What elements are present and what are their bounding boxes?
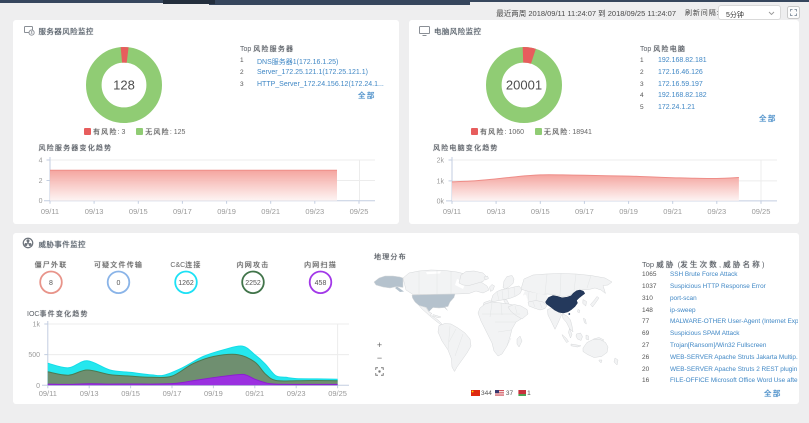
svg-text:09/23: 09/23 <box>287 389 306 398</box>
svg-text:09/25: 09/25 <box>350 207 369 216</box>
svg-text:09/21: 09/21 <box>663 207 682 216</box>
svg-text:09/11: 09/11 <box>443 207 461 216</box>
svg-text:09/13: 09/13 <box>487 207 506 216</box>
svg-text:128: 128 <box>113 78 135 93</box>
svg-text:8: 8 <box>49 280 53 287</box>
svg-text:0k: 0k <box>437 198 445 205</box>
svg-text:09/11: 09/11 <box>41 207 59 216</box>
svg-text:09/21: 09/21 <box>261 207 280 216</box>
svg-text:09/21: 09/21 <box>245 389 264 398</box>
svg-text:4: 4 <box>39 158 43 165</box>
svg-text:500: 500 <box>28 352 40 359</box>
svg-text:2252: 2252 <box>245 280 261 287</box>
svg-text:09/23: 09/23 <box>707 207 726 216</box>
svg-text:1k: 1k <box>437 178 445 185</box>
svg-text:09/11: 09/11 <box>39 389 57 398</box>
svg-text:09/25: 09/25 <box>328 389 347 398</box>
svg-text:09/13: 09/13 <box>85 207 104 216</box>
svg-text:09/15: 09/15 <box>121 389 140 398</box>
svg-text:09/23: 09/23 <box>305 207 324 216</box>
svg-text:458: 458 <box>315 280 327 287</box>
svg-text:09/19: 09/19 <box>217 207 236 216</box>
svg-text:2k: 2k <box>437 158 445 165</box>
svg-text:09/13: 09/13 <box>80 389 99 398</box>
svg-text:09/19: 09/19 <box>204 389 223 398</box>
svg-text:20001: 20001 <box>506 78 542 93</box>
svg-text:0: 0 <box>117 280 121 287</box>
svg-text:2: 2 <box>39 178 43 185</box>
svg-text:0: 0 <box>39 198 43 205</box>
svg-text:09/17: 09/17 <box>163 389 182 398</box>
svg-text:09/17: 09/17 <box>575 207 594 216</box>
svg-text:0: 0 <box>36 383 40 390</box>
svg-text:09/15: 09/15 <box>129 207 148 216</box>
svg-text:1k: 1k <box>33 322 41 329</box>
svg-text:09/15: 09/15 <box>531 207 550 216</box>
svg-text:1262: 1262 <box>178 280 194 287</box>
svg-text:09/17: 09/17 <box>173 207 192 216</box>
svg-text:09/25: 09/25 <box>752 207 771 216</box>
svg-text:09/19: 09/19 <box>619 207 638 216</box>
